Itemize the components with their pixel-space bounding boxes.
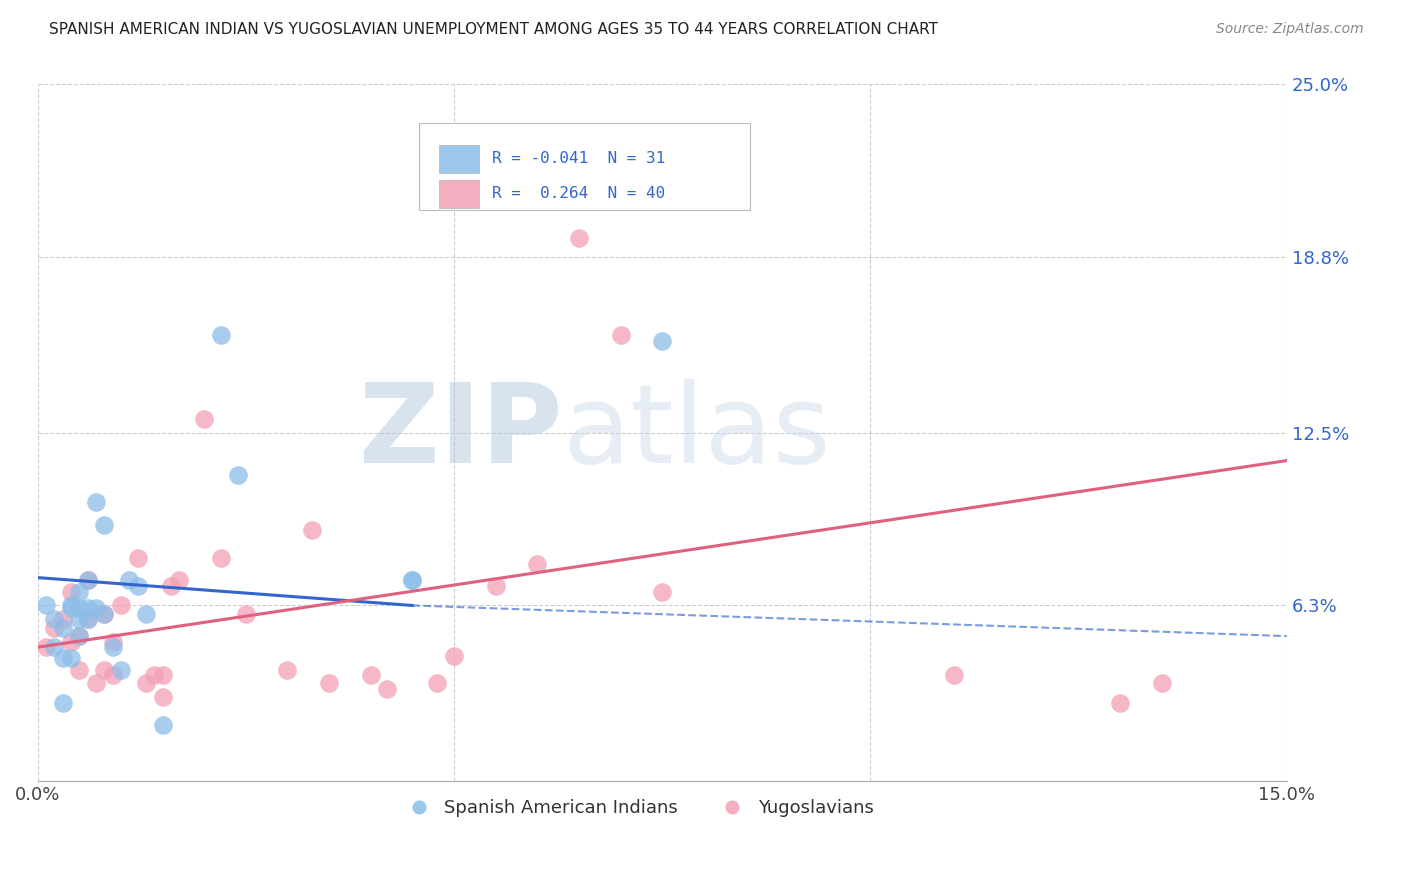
Point xyxy=(209,551,232,566)
Point xyxy=(568,230,591,244)
Point xyxy=(93,607,115,621)
Text: R =  0.264  N = 40: R = 0.264 N = 40 xyxy=(492,186,665,202)
Point xyxy=(609,328,631,343)
Point xyxy=(52,612,75,626)
Point xyxy=(76,612,98,626)
Point xyxy=(143,668,166,682)
Point xyxy=(401,574,423,588)
Point xyxy=(67,629,90,643)
Point xyxy=(301,523,323,537)
Point xyxy=(135,607,157,621)
Point xyxy=(426,676,449,690)
FancyBboxPatch shape xyxy=(439,180,478,208)
Point xyxy=(167,574,190,588)
Point xyxy=(52,651,75,665)
Point xyxy=(59,601,82,615)
Point xyxy=(377,681,399,696)
Point xyxy=(651,584,673,599)
Point xyxy=(485,579,508,593)
Point xyxy=(52,696,75,710)
Point xyxy=(44,612,66,626)
Point xyxy=(76,574,98,588)
Point xyxy=(84,676,107,690)
Legend: Spanish American Indians, Yugoslavians: Spanish American Indians, Yugoslavians xyxy=(394,792,880,824)
Point xyxy=(67,601,90,615)
Point xyxy=(101,668,124,682)
Point xyxy=(101,634,124,648)
Point xyxy=(526,557,548,571)
Point xyxy=(110,599,132,613)
Point xyxy=(235,607,257,621)
Point xyxy=(59,634,82,648)
Point xyxy=(67,612,90,626)
Point xyxy=(93,517,115,532)
FancyBboxPatch shape xyxy=(419,123,749,210)
FancyBboxPatch shape xyxy=(439,145,478,173)
Point xyxy=(152,668,174,682)
Point xyxy=(59,584,82,599)
Point xyxy=(76,574,98,588)
Text: Source: ZipAtlas.com: Source: ZipAtlas.com xyxy=(1216,22,1364,37)
Text: R = -0.041  N = 31: R = -0.041 N = 31 xyxy=(492,152,665,167)
Point xyxy=(110,663,132,677)
Point xyxy=(84,601,107,615)
Point xyxy=(93,663,115,677)
Point xyxy=(127,551,149,566)
Point xyxy=(443,648,465,663)
Point xyxy=(76,612,98,626)
Point xyxy=(127,579,149,593)
Point xyxy=(1109,696,1132,710)
Point xyxy=(193,411,215,425)
Point xyxy=(401,574,423,588)
Point xyxy=(59,651,82,665)
Point xyxy=(44,640,66,655)
Point xyxy=(118,574,141,588)
Point xyxy=(152,718,174,732)
Point xyxy=(101,640,124,655)
Point xyxy=(76,601,98,615)
Point xyxy=(52,621,75,635)
Point xyxy=(67,663,90,677)
Point xyxy=(84,495,107,509)
Point xyxy=(35,599,58,613)
Text: SPANISH AMERICAN INDIAN VS YUGOSLAVIAN UNEMPLOYMENT AMONG AGES 35 TO 44 YEARS CO: SPANISH AMERICAN INDIAN VS YUGOSLAVIAN U… xyxy=(49,22,938,37)
Point xyxy=(160,579,183,593)
Point xyxy=(44,621,66,635)
Text: ZIP: ZIP xyxy=(359,379,562,486)
Text: atlas: atlas xyxy=(562,379,831,486)
Point xyxy=(360,668,382,682)
Point xyxy=(226,467,249,482)
Point xyxy=(276,663,298,677)
Point xyxy=(209,328,232,343)
Point xyxy=(135,676,157,690)
Point xyxy=(93,607,115,621)
Point xyxy=(651,334,673,348)
Point xyxy=(59,599,82,613)
Point xyxy=(152,690,174,705)
Point xyxy=(1150,676,1173,690)
Point xyxy=(67,629,90,643)
Point xyxy=(35,640,58,655)
Point xyxy=(67,584,90,599)
Point xyxy=(942,668,965,682)
Point xyxy=(318,676,340,690)
